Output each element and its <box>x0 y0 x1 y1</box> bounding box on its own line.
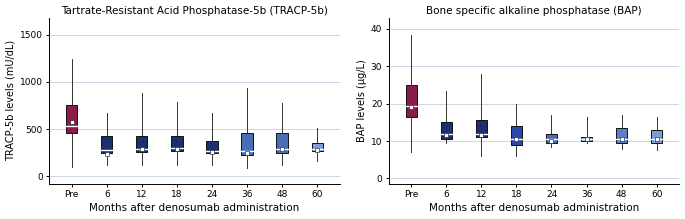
Bar <box>440 122 452 139</box>
Bar <box>66 105 77 133</box>
Bar <box>406 85 417 117</box>
Bar <box>511 126 522 145</box>
Bar <box>101 136 112 153</box>
Bar <box>651 130 662 143</box>
Bar <box>241 133 253 155</box>
Bar <box>171 136 182 151</box>
Bar <box>546 134 557 143</box>
Title: Tartrate-Resistant Acid Phosphatase-5b (TRACP-5b): Tartrate-Resistant Acid Phosphatase-5b (… <box>61 5 328 16</box>
X-axis label: Months after denosumab administration: Months after denosumab administration <box>429 203 639 214</box>
Title: Bone specific alkaline phosphatase (BAP): Bone specific alkaline phosphatase (BAP) <box>426 5 642 16</box>
Y-axis label: BAP levels (μg/L): BAP levels (μg/L) <box>357 60 366 142</box>
Bar <box>581 137 592 141</box>
Bar <box>136 136 147 152</box>
Bar <box>312 143 323 151</box>
X-axis label: Months after denosumab administration: Months after denosumab administration <box>89 203 299 214</box>
Bar <box>476 120 487 137</box>
Y-axis label: TRACP-5b levels (mU/dL): TRACP-5b levels (mU/dL) <box>5 40 16 161</box>
Bar <box>616 128 627 143</box>
Bar <box>277 133 288 153</box>
Bar <box>206 141 218 153</box>
